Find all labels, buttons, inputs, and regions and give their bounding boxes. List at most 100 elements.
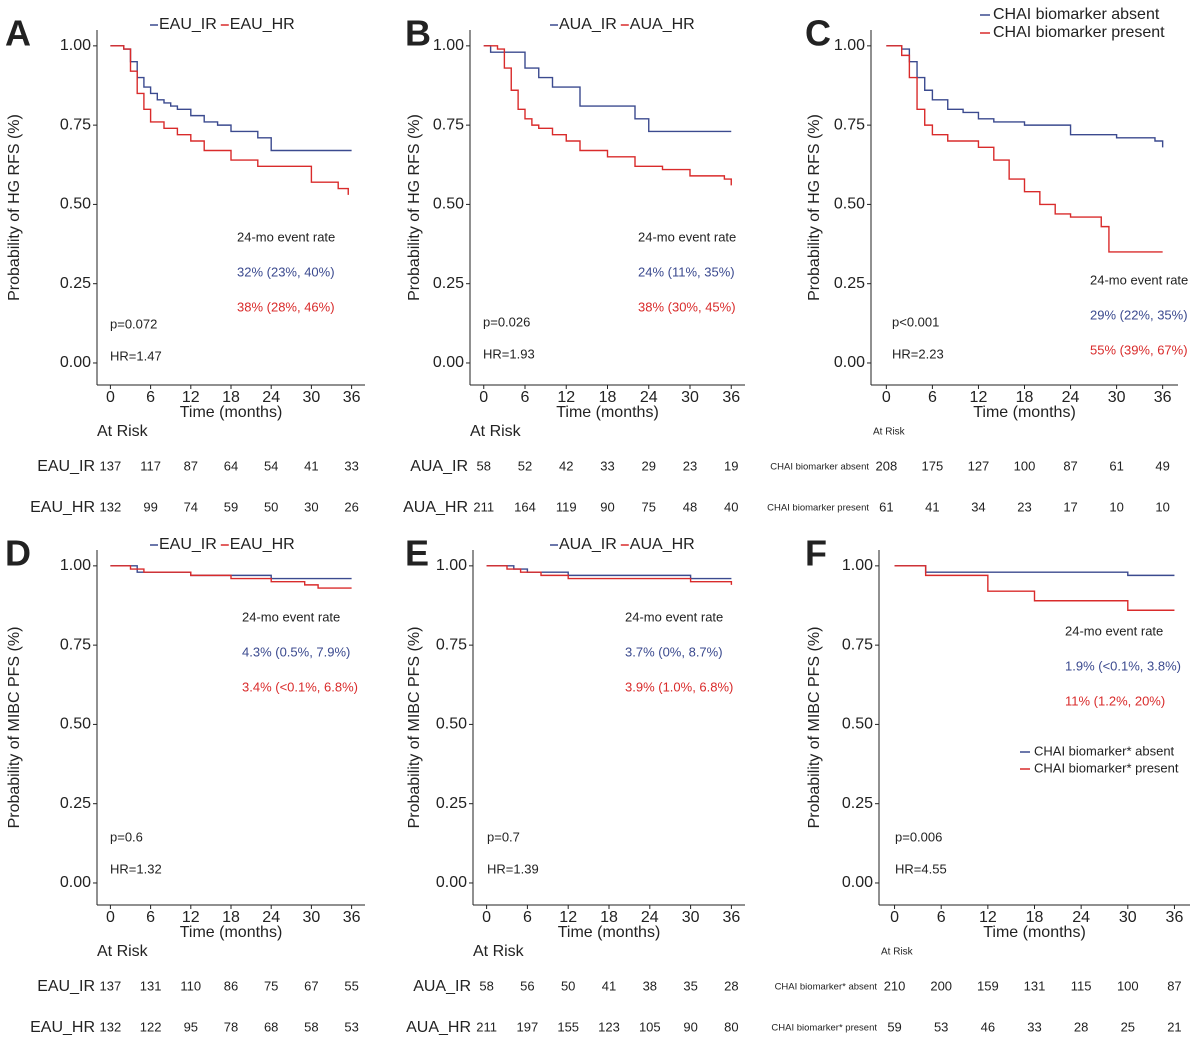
y-axis-title: Probability of MIBC PFS (%) <box>806 627 823 829</box>
y-axis-title: Probability of MIBC PFS (%) <box>406 627 423 829</box>
at-risk-count: 127 <box>968 458 990 473</box>
event-rate-title: 24-mo event rate <box>237 229 335 244</box>
x-tick-label: 30 <box>681 389 699 406</box>
y-axis-title: Probability of MIBC PFS (%) <box>6 627 23 829</box>
y-tick-label: 0.75 <box>842 636 873 653</box>
hazard-ratio: HR=1.47 <box>110 348 162 363</box>
x-tick-label: 18 <box>222 909 240 926</box>
y-tick-label: 0.75 <box>60 636 91 653</box>
at-risk-count: 211 <box>473 499 494 514</box>
at-risk-count: 10 <box>1109 499 1123 514</box>
at-risk-count: 132 <box>100 1019 122 1034</box>
at-risk-count: 41 <box>304 458 318 473</box>
x-tick-label: 18 <box>222 389 240 406</box>
at-risk-count: 61 <box>879 499 893 514</box>
at-risk-count: 175 <box>922 458 944 473</box>
x-axis-title: Time (months) <box>180 404 283 421</box>
event-rate: 24% (11%, 35%) <box>638 264 735 279</box>
at-risk-group: CHAI biomarker present <box>767 503 869 514</box>
x-tick-label: 24 <box>262 909 280 926</box>
x-tick-label: 30 <box>303 909 321 926</box>
at-risk-count: 52 <box>518 458 532 473</box>
at-risk-count: 40 <box>724 499 738 514</box>
survival-curve <box>894 565 1175 611</box>
at-risk-count: 49 <box>1155 458 1169 473</box>
y-tick-label: 0.00 <box>433 354 464 371</box>
panel-label: A <box>5 13 31 54</box>
at-risk-count: 38 <box>643 978 657 993</box>
y-tick-label: 1.00 <box>60 37 91 54</box>
x-tick-label: 0 <box>882 389 891 406</box>
survival-curve <box>894 565 1175 577</box>
event-rate: 55% (39%, 67%) <box>1090 342 1188 357</box>
at-risk-count: 28 <box>1074 1019 1088 1034</box>
legend-label: CHAI biomarker present <box>993 24 1165 41</box>
at-risk-group: EAU_IR <box>37 458 95 475</box>
at-risk-count: 41 <box>602 978 616 993</box>
panel: D Probability of MIBC PFS (%) Time (months… <box>5 533 365 1036</box>
panel-label: F <box>805 533 827 574</box>
at-risk-count: 137 <box>100 978 122 993</box>
panel: F Probability of MIBC PFS (%) Time (months… <box>771 533 1190 1034</box>
at-risk-count: 87 <box>1063 458 1077 473</box>
at-risk-count: 59 <box>224 499 238 514</box>
x-tick-label: 12 <box>559 909 577 926</box>
at-risk-count: 33 <box>1027 1019 1041 1034</box>
x-tick-label: 6 <box>146 909 155 926</box>
at-risk-count: 131 <box>1024 978 1046 993</box>
event-rate: 1.9% (<0.1%, 3.8%) <box>1065 658 1181 673</box>
x-tick-label: 24 <box>1072 909 1090 926</box>
at-risk-group: AUA_IR <box>413 978 471 995</box>
y-tick-label: 0.00 <box>60 874 91 891</box>
panel-label: B <box>405 13 431 54</box>
y-tick-label: 0.25 <box>436 795 467 812</box>
at-risk-count: 67 <box>304 978 318 993</box>
at-risk-count: 46 <box>981 1019 995 1034</box>
x-tick-label: 0 <box>106 389 115 406</box>
y-axis-title: Probability of HG RFS (%) <box>806 114 823 301</box>
x-axis-title: Time (months) <box>983 924 1086 941</box>
event-rate: 32% (23%, 40%) <box>237 264 335 279</box>
at-risk-group: AUA_IR <box>410 458 468 475</box>
y-tick-label: 0.00 <box>834 354 865 371</box>
at-risk-count: 58 <box>479 978 493 993</box>
at-risk-title: At Risk <box>881 947 914 958</box>
at-risk-count: 55 <box>344 978 358 993</box>
at-risk-count: 64 <box>224 458 238 473</box>
at-risk-title: At Risk <box>473 943 525 960</box>
y-tick-label: 0.25 <box>433 275 464 292</box>
legend-label: EAU_IR <box>159 16 217 33</box>
x-tick-label: 6 <box>146 389 155 406</box>
at-risk-count: 110 <box>180 978 201 993</box>
y-tick-label: 1.00 <box>436 557 467 574</box>
at-risk-group: EAU_HR <box>30 1019 95 1036</box>
x-tick-label: 18 <box>600 909 618 926</box>
y-tick-label: 1.00 <box>60 557 91 574</box>
at-risk-title: At Risk <box>97 423 149 440</box>
panel: C Probability of HG RFS (%) Time (months) 0… <box>767 6 1188 514</box>
x-axis-title: Time (months) <box>556 404 659 421</box>
y-axis-title: Probability of HG RFS (%) <box>406 114 423 301</box>
panel-label: E <box>405 533 429 574</box>
at-risk-count: 131 <box>140 978 162 993</box>
event-rate-title: 24-mo event rate <box>625 609 723 624</box>
at-risk-count: 74 <box>184 499 198 514</box>
at-risk-count: 42 <box>559 458 573 473</box>
at-risk-count: 35 <box>683 978 697 993</box>
y-tick-label: 0.75 <box>834 116 865 133</box>
x-axis-title: Time (months) <box>973 404 1076 421</box>
legend-label: AUA_HR <box>630 16 695 33</box>
y-tick-label: 0.25 <box>834 275 865 292</box>
survival-curve <box>110 45 352 152</box>
at-risk-count: 208 <box>875 458 897 473</box>
at-risk-count: 23 <box>1017 499 1031 514</box>
at-risk-count: 21 <box>1167 1019 1181 1034</box>
event-rate: 38% (28%, 46%) <box>237 299 335 314</box>
p-value: p=0.072 <box>110 316 157 331</box>
survival-curve <box>483 45 732 133</box>
at-risk-count: 54 <box>264 458 278 473</box>
at-risk-count: 210 <box>884 978 906 993</box>
hazard-ratio: HR=1.32 <box>110 861 162 876</box>
y-tick-label: 0.00 <box>436 874 467 891</box>
